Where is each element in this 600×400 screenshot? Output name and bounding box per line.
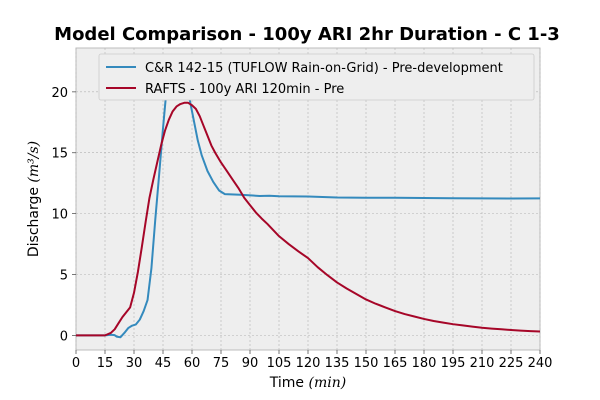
x-axis-label: Time (min): [269, 375, 346, 391]
x-tick-label: 210: [470, 356, 495, 371]
y-axis-label: Discharge (m³/s): [26, 141, 42, 257]
x-tick-label: 225: [499, 356, 524, 371]
x-tick-label: 165: [383, 356, 408, 371]
y-axis-label-unit: (m³/s): [26, 141, 42, 183]
x-tick-label: 240: [528, 356, 553, 371]
y-tick-label: 10: [51, 208, 68, 223]
legend-label-rafts: RAFTS - 100y ARI 120min - Pre: [145, 82, 344, 97]
series-line-rafts: [76, 101, 541, 337]
y-axis-label-main: Discharge: [26, 183, 42, 258]
x-axis-label-unit: (min): [309, 375, 347, 391]
axis-ticks: 0 15 30 45 60 75 90 105 120 135 150 165 180 195 210 225…: [51, 86, 552, 371]
legend: C&R 142-15 (TUFLOW Rain-on-Grid) - Pre-d…: [98, 53, 535, 101]
x-tick-label: 135: [325, 356, 350, 371]
x-tick-label: 15: [97, 356, 114, 371]
x-tick-label: 120: [296, 356, 321, 371]
chart-title: Model Comparison - 100y ARI 2hr Duration…: [54, 24, 560, 45]
x-tick-label: 90: [242, 356, 259, 371]
x-tick-label: 150: [354, 356, 379, 371]
y-tick-label: 5: [60, 269, 68, 284]
legend-box: [98, 53, 535, 101]
x-tick-label: 180: [412, 356, 437, 371]
legend-label-tuflow: C&R 142-15 (TUFLOW Rain-on-Grid) - Pre-d…: [145, 61, 503, 76]
x-tick-label: 75: [213, 356, 230, 371]
x-tick-label: 105: [267, 356, 292, 371]
x-tick-label: 30: [126, 356, 143, 371]
y-tick-label: 0: [60, 329, 68, 344]
y-tick-label: 20: [51, 86, 68, 101]
x-tick-label: 45: [155, 356, 172, 371]
x-tick-label: 0: [72, 356, 80, 371]
x-tick-label: 195: [441, 356, 466, 371]
y-tick-label: 15: [51, 147, 68, 162]
x-tick-label: 60: [184, 356, 201, 371]
x-axis-label-main: Time: [269, 375, 309, 391]
